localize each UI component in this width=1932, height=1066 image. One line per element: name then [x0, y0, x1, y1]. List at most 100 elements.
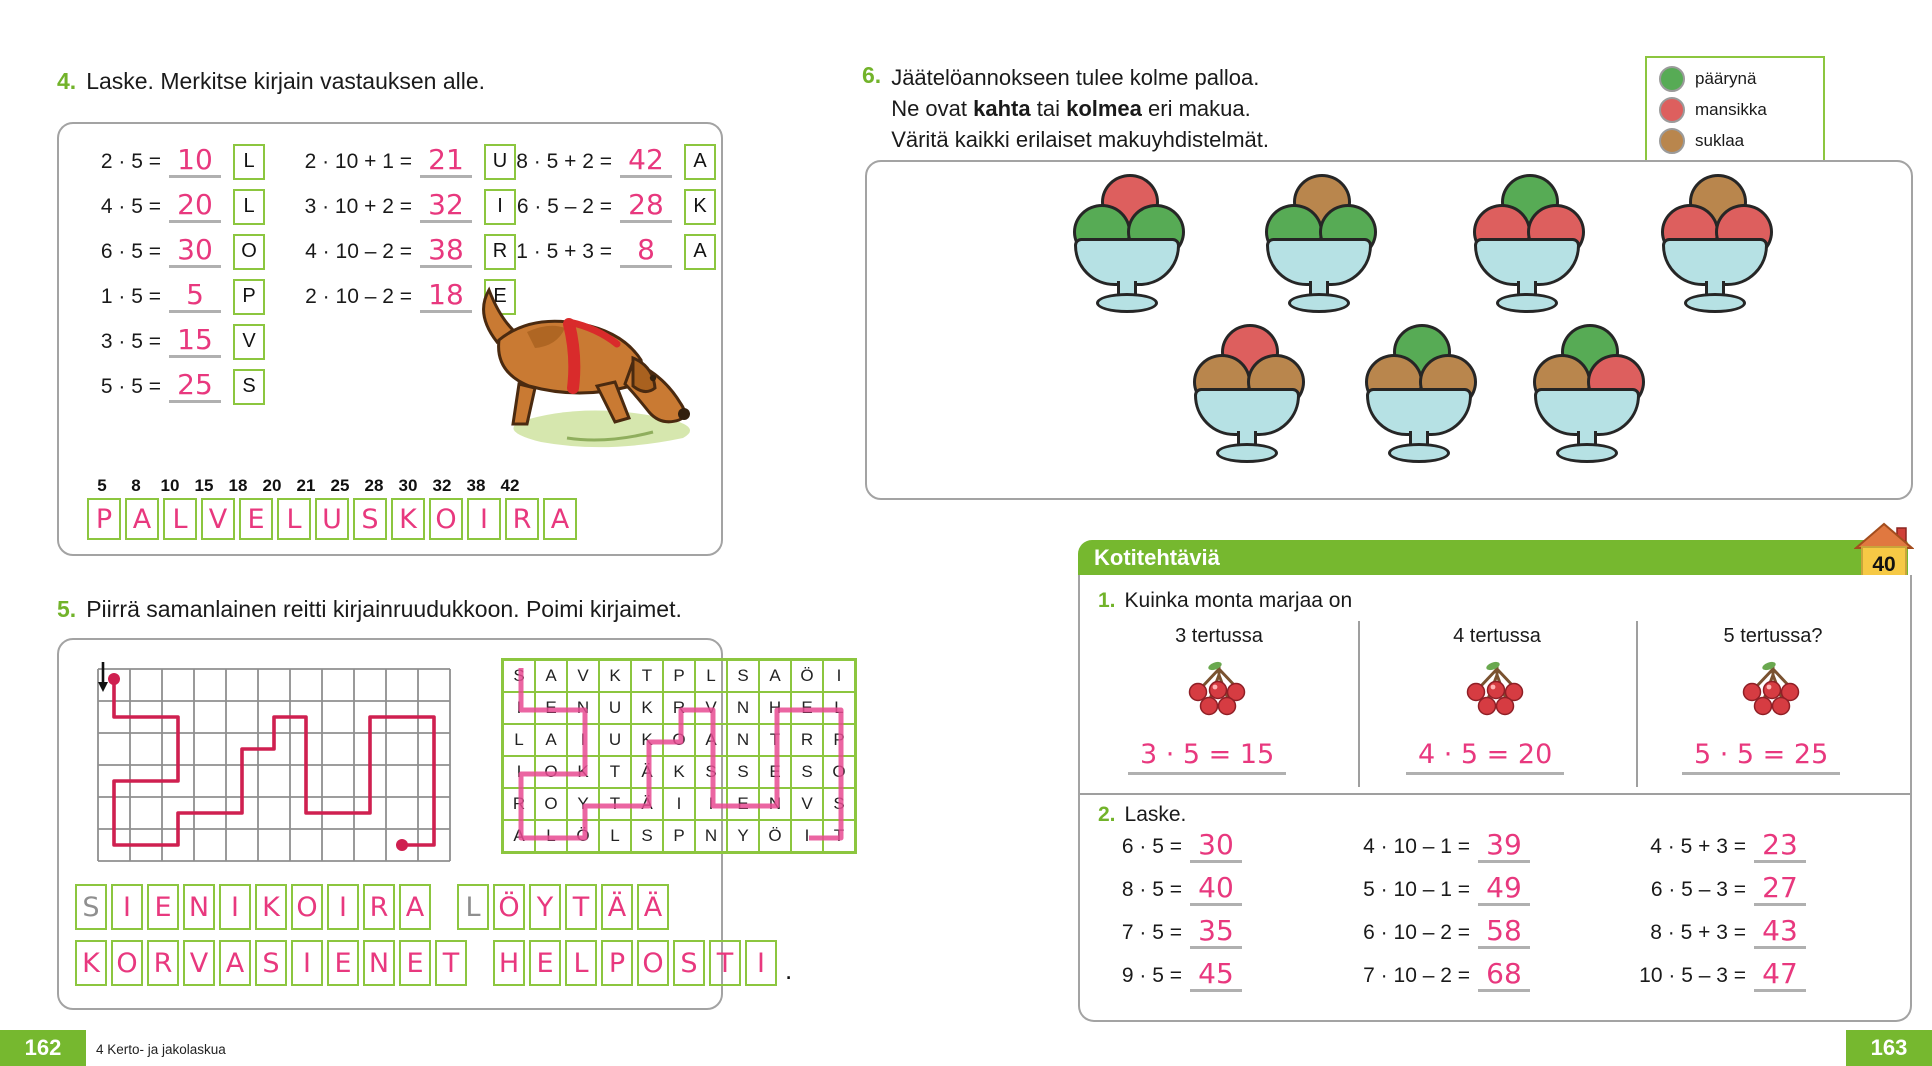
answer-letter-box[interactable]: L	[163, 498, 197, 540]
answer-letter-box[interactable]: A	[543, 498, 577, 540]
picked-letter-box[interactable]: A	[399, 884, 431, 930]
equation-expression: 3 · 5 =	[100, 329, 161, 353]
answer-letter-box[interactable]: L	[277, 498, 311, 540]
picked-letter-box[interactable]: T	[565, 884, 597, 930]
picked-letter-box[interactable]: Ö	[493, 884, 525, 930]
picked-letter-box[interactable]: L	[565, 940, 597, 986]
answer-number: 30	[398, 476, 418, 495]
grid-letter-cell: T	[599, 788, 631, 820]
answer-letter-box[interactable]: O	[429, 498, 463, 540]
picked-letter-box[interactable]: Y	[529, 884, 561, 930]
icecream-bowl[interactable]	[1359, 324, 1479, 464]
equation-answer-handwritten[interactable]: 25	[169, 370, 221, 403]
equation-answer-handwritten[interactable]: 49	[1478, 873, 1530, 906]
equation-answer-handwritten[interactable]: 8	[620, 235, 672, 268]
equation-answer-handwritten[interactable]: 39	[1478, 830, 1530, 863]
equation-answer-handwritten[interactable]: 27	[1754, 873, 1806, 906]
answer-letter-box[interactable]: V	[201, 498, 235, 540]
equation-answer-handwritten[interactable]: 35	[1190, 916, 1242, 949]
ex6-line1: Jäätelöannokseen tulee kolme palloa.	[891, 65, 1260, 90]
legend-item-strawberry: mansikka	[1659, 97, 1811, 123]
picked-letter-box[interactable]: E	[529, 940, 561, 986]
answer-letter-box[interactable]: E	[239, 498, 273, 540]
equation-answer-handwritten[interactable]: 28	[620, 190, 672, 223]
equation-answer-handwritten[interactable]: 5	[169, 280, 221, 313]
picked-letter-box[interactable]: R	[363, 884, 395, 930]
icecream-bowl[interactable]	[1467, 174, 1587, 314]
answer-letter-box[interactable]: A	[125, 498, 159, 540]
picked-letter-box[interactable]: I	[745, 940, 777, 986]
equation-answer-handwritten[interactable]: 30	[1190, 830, 1242, 863]
equation-answer-handwritten[interactable]: 21	[420, 145, 472, 178]
glass-cup	[1194, 388, 1300, 436]
picked-letter-box[interactable]: S	[673, 940, 705, 986]
equation-row: 6 · 5 – 3 = 27	[1618, 868, 1806, 911]
equation-answer-handwritten[interactable]: 10	[169, 145, 221, 178]
equation-answer-handwritten[interactable]: 15	[169, 325, 221, 358]
picked-letter-box[interactable]: P	[601, 940, 633, 986]
equation-expression: 5 · 10 – 1 =	[1363, 877, 1470, 901]
equation-answer-handwritten[interactable]: 23	[1754, 830, 1806, 863]
picked-letter-box[interactable]: L	[457, 884, 489, 930]
berry-answer-handwritten[interactable]: 3 · 5 = 15	[1128, 739, 1287, 775]
chapter-footer: 4 Kerto- ja jakolaskua	[96, 1042, 226, 1057]
word-gap	[435, 920, 453, 930]
picked-letter-box[interactable]: Ä	[601, 884, 633, 930]
icecream-bowl[interactable]	[1527, 324, 1647, 464]
answer-letter-box[interactable]: U	[315, 498, 349, 540]
ex4-column-2: 2 · 10 + 1 = 21 U 3 · 10 + 2 = 32 I 4 · …	[287, 139, 516, 319]
equation-answer-handwritten[interactable]: 42	[620, 145, 672, 178]
answer-letter-box[interactable]: R	[505, 498, 539, 540]
equation-answer-handwritten[interactable]: 30	[169, 235, 221, 268]
picked-letter-box[interactable]: E	[327, 940, 359, 986]
berry-answer-handwritten[interactable]: 5 · 5 = 25	[1682, 739, 1841, 775]
answer-letter-box[interactable]: S	[353, 498, 387, 540]
picked-letter-box[interactable]: S	[255, 940, 287, 986]
picked-letter-box[interactable]: I	[219, 884, 251, 930]
answer-letter-box[interactable]: K	[391, 498, 425, 540]
grid-letter-cell: S	[727, 756, 759, 788]
berry-answer-handwritten[interactable]: 4 · 5 = 20	[1406, 739, 1565, 775]
icecream-bowl[interactable]	[1655, 174, 1775, 314]
equation-answer-handwritten[interactable]: 32	[420, 190, 472, 223]
picked-letter-box[interactable]: E	[147, 884, 179, 930]
picked-letter-box[interactable]: T	[709, 940, 741, 986]
equation-answer-handwritten[interactable]: 68	[1478, 959, 1530, 992]
picked-letter-box[interactable]: I	[111, 884, 143, 930]
picked-letter-box[interactable]: O	[637, 940, 669, 986]
picked-letter-box[interactable]: A	[219, 940, 251, 986]
answer-letter-box[interactable]: I	[467, 498, 501, 540]
equation-answer-handwritten[interactable]: 40	[1190, 873, 1242, 906]
equation-answer-handwritten[interactable]: 45	[1190, 959, 1242, 992]
equation-answer-handwritten[interactable]: 47	[1754, 959, 1806, 992]
icecream-bowl[interactable]	[1259, 174, 1379, 314]
icecream-bowl[interactable]	[1187, 324, 1307, 464]
equation-answer-handwritten[interactable]: 58	[1478, 916, 1530, 949]
picked-letter-box[interactable]: R	[147, 940, 179, 986]
equation-answer-handwritten[interactable]: 18	[420, 280, 472, 313]
picked-letter-box[interactable]: I	[327, 884, 359, 930]
equation-answer-handwritten[interactable]: 38	[420, 235, 472, 268]
picked-letter-box[interactable]: N	[363, 940, 395, 986]
glass-stem	[1117, 281, 1137, 295]
picked-letter-box[interactable]: E	[399, 940, 431, 986]
ex6-line2: Ne ovat kahta tai kolmea eri makua.	[891, 93, 1269, 124]
picked-letter-box[interactable]: O	[111, 940, 143, 986]
letter-box: P	[233, 278, 265, 315]
picked-letter-box[interactable]: K	[255, 884, 287, 930]
picked-letter-box[interactable]: I	[291, 940, 323, 986]
icecream-bowl[interactable]	[1067, 174, 1187, 314]
picked-letter-box[interactable]: O	[291, 884, 323, 930]
equation-answer-handwritten[interactable]: 43	[1754, 916, 1806, 949]
picked-letter-box[interactable]: V	[183, 940, 215, 986]
picked-letter-box[interactable]: S	[75, 884, 107, 930]
equation-answer-handwritten[interactable]: 20	[169, 190, 221, 223]
picked-letter-box[interactable]: H	[493, 940, 525, 986]
picked-letter-box[interactable]: Ä	[637, 884, 669, 930]
picked-letter-box[interactable]: K	[75, 940, 107, 986]
picked-letter-box[interactable]: T	[435, 940, 467, 986]
answer-letter-box[interactable]: P	[87, 498, 121, 540]
picked-letter-box[interactable]: N	[183, 884, 215, 930]
glass-stem	[1577, 431, 1597, 445]
